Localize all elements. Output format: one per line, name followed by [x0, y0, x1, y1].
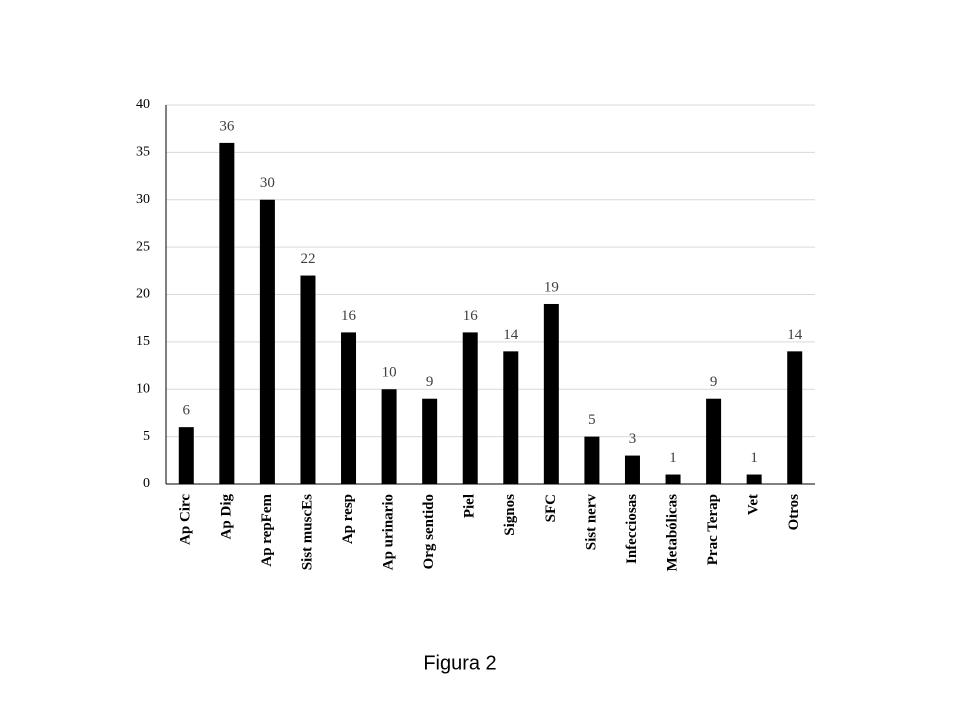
value-label: 3 — [629, 431, 637, 447]
value-label: 9 — [426, 374, 434, 390]
y-tick-label: 15 — [136, 334, 150, 349]
x-tick-label: Vet — [746, 494, 762, 515]
x-tick-label: Org sentido — [421, 494, 437, 569]
value-label: 19 — [544, 279, 559, 295]
bar — [584, 436, 600, 484]
caption: Figura 2 — [423, 652, 496, 674]
value-label: 1 — [669, 450, 677, 466]
x-tick-label: Sist muscEs — [299, 494, 315, 570]
x-tick-label: Infecciosas — [624, 494, 640, 564]
bar — [665, 474, 681, 484]
bar — [178, 427, 194, 484]
bar — [422, 398, 438, 484]
bar — [219, 142, 235, 484]
bar — [543, 303, 559, 484]
bar — [746, 474, 762, 484]
bar — [381, 389, 397, 484]
x-tick-label: Sist nerv — [583, 494, 599, 551]
x-tick-label: Prac Terap — [705, 494, 721, 565]
y-tick-label: 30 — [136, 192, 150, 207]
value-label: 14 — [503, 327, 519, 343]
x-tick-label: Ap Circ — [178, 494, 194, 545]
x-tick-label: Ap repFem — [259, 494, 275, 567]
bar — [300, 275, 316, 484]
bar — [787, 351, 803, 484]
value-label: 22 — [300, 251, 315, 267]
value-label: 14 — [787, 327, 803, 343]
y-tick-label: 10 — [136, 381, 150, 396]
value-label: 10 — [382, 365, 397, 381]
value-label: 9 — [710, 374, 718, 390]
x-tick-label: Metabólicas — [664, 494, 680, 572]
value-label: 30 — [260, 175, 275, 191]
value-label: 16 — [341, 308, 357, 324]
x-tick-label: Ap urinario — [381, 494, 397, 570]
bar — [341, 332, 357, 484]
y-tick-label: 0 — [143, 476, 150, 491]
x-tick-label: Otros — [786, 494, 802, 531]
bar — [462, 332, 478, 484]
value-label: 16 — [463, 308, 479, 324]
x-tick-label: Piel — [462, 494, 478, 518]
x-tick-label: Ap Dig — [218, 494, 234, 540]
value-label: 1 — [750, 450, 758, 466]
value-label: 36 — [219, 118, 235, 134]
bar — [624, 455, 640, 484]
bar — [503, 351, 519, 484]
y-tick-label: 5 — [143, 429, 150, 444]
value-label: 6 — [183, 403, 191, 419]
value-label: 5 — [588, 412, 596, 428]
x-tick-label: Ap resp — [340, 494, 356, 544]
y-tick-label: 25 — [136, 239, 150, 254]
bar — [706, 398, 722, 484]
x-tick-label: SFC — [543, 494, 559, 522]
y-tick-label: 20 — [136, 287, 150, 302]
x-tick-label: Signos — [502, 494, 518, 536]
y-tick-label: 40 — [136, 97, 150, 112]
y-tick-label: 35 — [136, 145, 150, 160]
bar — [259, 199, 275, 484]
